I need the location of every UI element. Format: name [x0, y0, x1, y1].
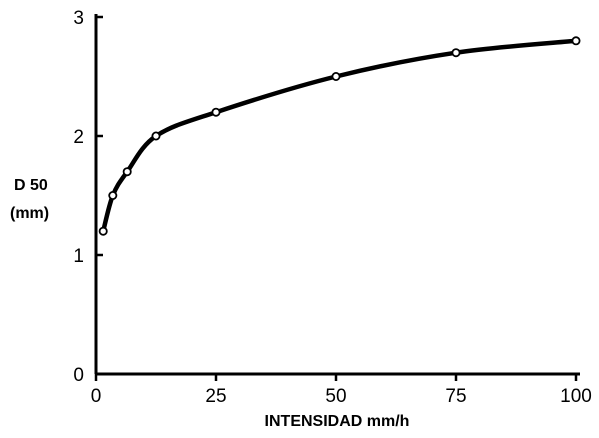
- data-point-3: [151, 131, 161, 141]
- data-markers: [98, 36, 581, 236]
- data-point-1: [108, 190, 118, 200]
- data-point-5: [331, 72, 341, 82]
- x-tick-label-4: 100: [560, 386, 592, 407]
- data-point-6: [451, 48, 461, 58]
- y-axis-label-line-1: D 50: [14, 177, 48, 194]
- series-line: [100, 38, 579, 234]
- x-tick-label-0: 0: [91, 386, 102, 407]
- x-tick-label-2: 50: [325, 386, 346, 407]
- data-point-4: [211, 107, 221, 117]
- y-axis-label-line-2: (mm): [10, 205, 49, 222]
- y-ticks: 0 1 2 3: [73, 8, 103, 386]
- x-axis-label: INTENSIDAD mm/h: [265, 413, 410, 430]
- x-tick-label-1: 25: [205, 386, 226, 407]
- data-point-2: [122, 167, 132, 177]
- y-tick-label-1: 1: [73, 246, 84, 267]
- y-tick-label-2: 2: [73, 127, 84, 148]
- y-tick-label-3: 3: [73, 8, 84, 29]
- plot-area: 0 25 50 75 100 0 1 2 3: [73, 8, 591, 407]
- x-ticks: 0 25 50 75 100: [91, 374, 592, 407]
- data-point-7: [571, 36, 581, 46]
- x-tick-label-3: 75: [445, 386, 466, 407]
- y-tick-label-0: 0: [73, 365, 84, 386]
- data-point-0: [98, 226, 108, 236]
